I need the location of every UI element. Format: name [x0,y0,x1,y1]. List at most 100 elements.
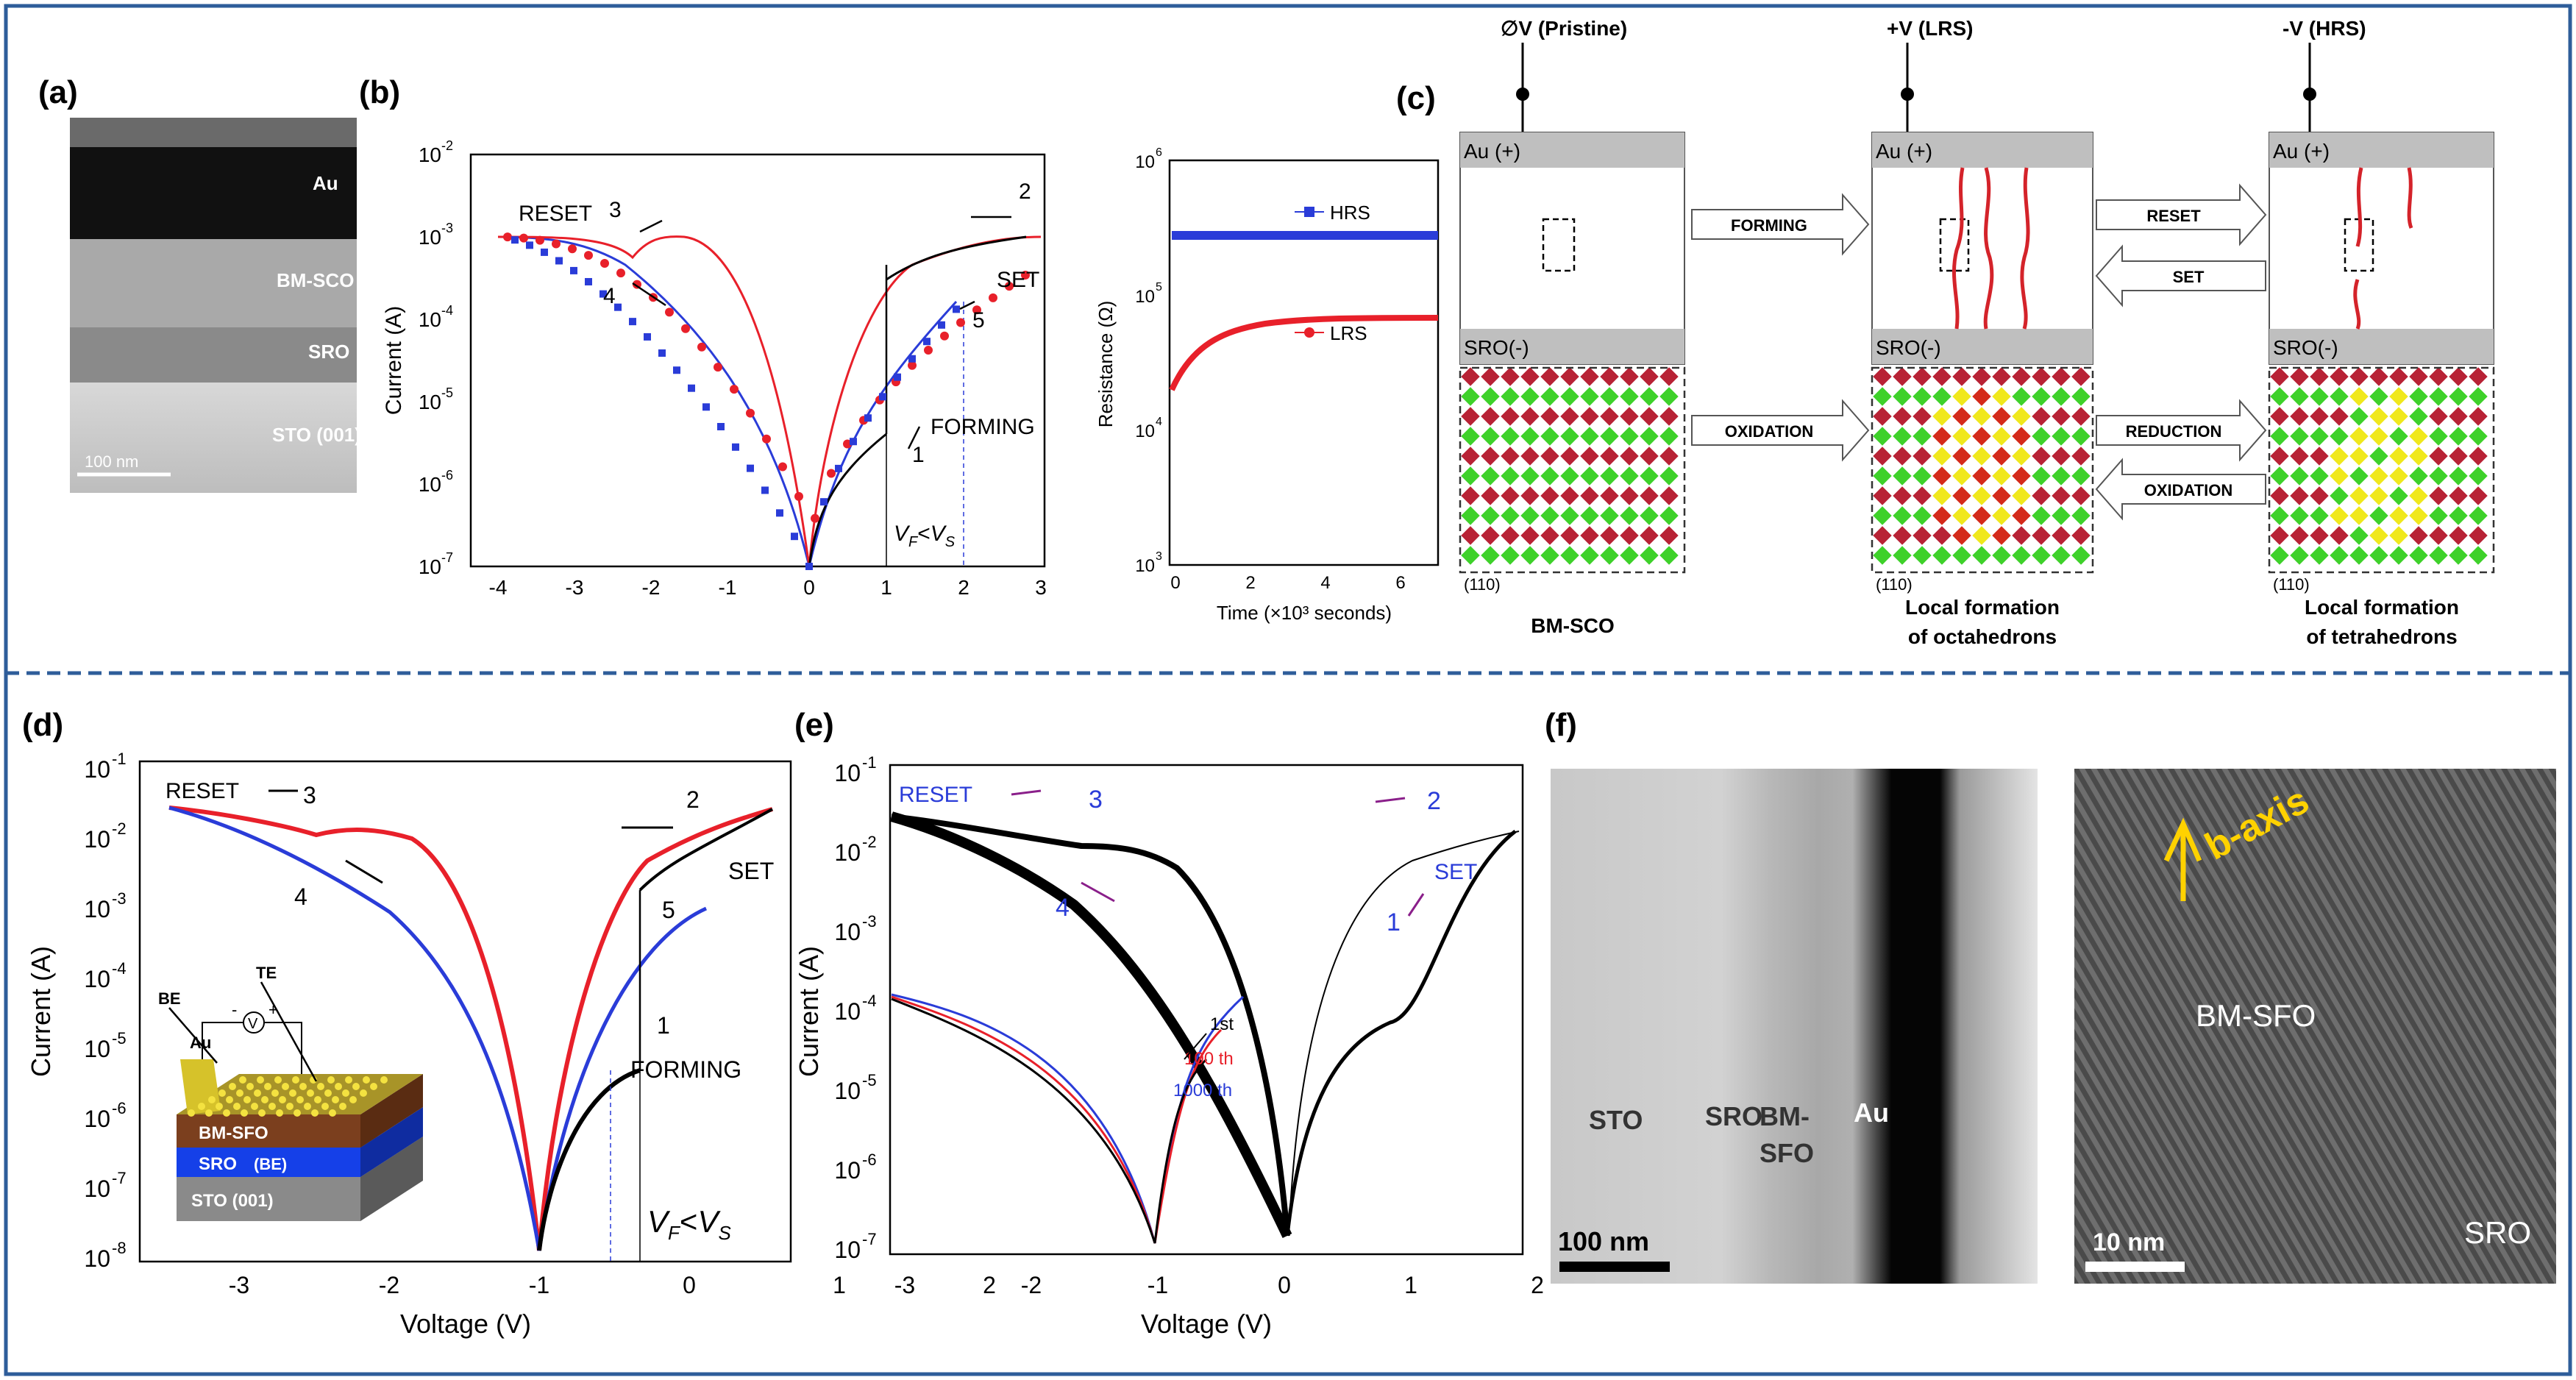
lattice-site [1992,486,2011,505]
te-dot [363,1076,370,1084]
inset-minus: - [232,1000,237,1019]
lattice-site [2270,466,2289,486]
inset-device: BE TE Au V - + BM-SFO SRO (BE) STO (001) [158,964,423,1221]
caption: of octahedrons [1908,625,2057,648]
te-dot [236,1089,243,1097]
lattice-site [1893,506,1912,525]
te-dot [216,1103,223,1110]
te-dot [261,1096,268,1103]
lattice-site [1481,407,1500,426]
markers-b [503,232,1030,570]
data-point [526,241,533,249]
lattice-site [2052,546,2071,565]
cycle-1 [891,997,1208,1244]
lattice-site [2449,447,2468,466]
lattice-site [1540,367,1559,386]
lattice-site [1952,466,1971,486]
lattice-site [2369,367,2388,386]
data-point [614,303,622,311]
lattice-site [2389,486,2408,505]
voltmeter-icon [243,1011,265,1034]
lattice-site [1972,447,1991,466]
y-tick-exp: -3 [112,889,127,908]
dashed-region [1542,218,1576,272]
arrow-label: RESET [2146,207,2201,225]
te-dot [208,1096,216,1103]
lattice-site [1501,447,1520,466]
tem-label: SRO [2464,1215,2531,1250]
lattice-site [1540,526,1559,545]
y-tick: 10 [84,1176,110,1202]
lattice-site [2469,427,2488,446]
arrow-reset: RESET [2096,183,2267,246]
te-dot [243,1096,251,1103]
lattice-site [1600,506,1619,525]
lattice-site [2071,387,2091,406]
lattice-site [1873,526,1892,545]
lattice-site [2369,407,2388,426]
x-tick: 2 [1531,1272,1544,1298]
y-axis-label: Resistance (Ω) [1095,301,1117,428]
lattice-site [1461,387,1480,406]
lattice-site [2032,407,2051,426]
lattice-site [2012,546,2031,565]
lattice-site [1659,427,1679,446]
x-tick: 0 [1170,573,1180,593]
data-point [762,434,771,444]
cycle-label: 1000 th [1173,1081,1232,1100]
lattice-site [1560,387,1579,406]
lattice-site [2310,407,2329,426]
lattice-site [2389,546,2408,565]
lattice-site [1461,526,1480,545]
y-tick: 10 [1135,556,1155,576]
data-point [730,385,739,394]
y-tick: 10 [84,1036,110,1062]
lattice-site [2330,466,2349,486]
te-dot [311,1109,319,1117]
lattice-site [2052,447,2071,466]
lattice-site [2449,506,2468,525]
red-curve [168,805,773,1251]
data-point [697,342,706,352]
lattice-site [1481,466,1500,486]
lattice-site [1620,486,1639,505]
lattice-site [1659,466,1679,486]
lattice-site [1501,466,1520,486]
lattice-site [2449,407,2468,426]
x-axis-label: Time (×10³ seconds) [1217,602,1392,624]
plot-frame [1168,159,1440,566]
x-ticks: -4 -3 -2 -1 0 1 2 3 [489,576,1047,599]
lattice-site [2270,526,2289,545]
lattice-site [1560,466,1579,486]
lattice-site [1540,427,1559,446]
data-point [923,338,931,346]
y-tick-exp: -5 [112,1029,127,1048]
lattice-site [2270,506,2289,525]
caption: Local formation [1905,596,2060,619]
x-axis-label: Voltage (V) [1141,1309,1272,1339]
lattice-site [1913,447,1932,466]
x-tick: 1 [833,1272,846,1298]
data-point [570,266,577,274]
block-arrow-icon [2095,244,2266,307]
orient-label: (110) [2273,575,2310,594]
y-tick: 10 [84,1106,110,1132]
lattice-site [2409,486,2428,505]
arrow-icon [1184,1033,1207,1060]
y-tick-exp: -5 [441,385,453,400]
lattice-site [1620,427,1639,446]
y-tick-exp: -6 [112,1099,127,1117]
y-tick-exp: -3 [441,221,453,235]
y-tick: 10 [1135,152,1155,172]
lattice-site [2369,486,2388,505]
y-tick: 10 [834,998,861,1025]
lattice-site [2349,367,2369,386]
te-label: Au (+) [1876,140,1932,163]
cell-lrs: +V (LRS) Au (+) SRO(-) [1871,17,2093,365]
lattice-site [1540,407,1559,426]
lattice-site [2012,427,2031,446]
terminal-dot [2303,88,2316,101]
lattice-site [1620,367,1639,386]
y-tick-exp: -7 [112,1169,127,1187]
lattice-site [1560,447,1579,466]
